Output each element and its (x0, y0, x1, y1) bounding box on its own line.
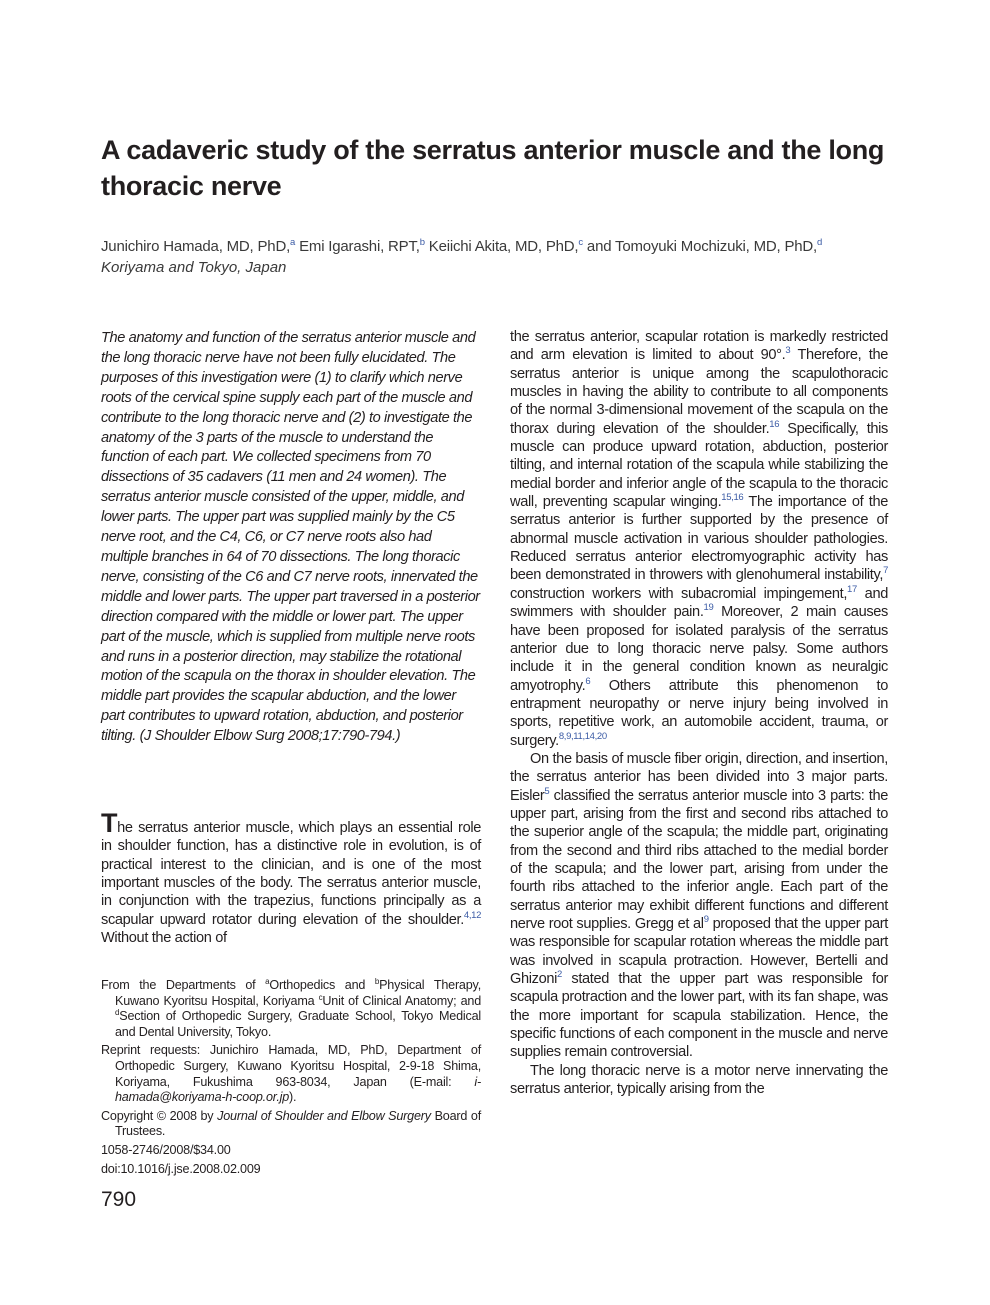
reference: b (374, 977, 380, 986)
text-run: Junichiro Hamada, MD, PhD, (101, 238, 291, 255)
reference: 16 (769, 418, 780, 430)
text-run: Board of Trustees. (115, 1108, 481, 1139)
reference: c (578, 237, 583, 248)
reference: d (115, 1008, 120, 1018)
reference: 8,9,11,14,20 (558, 730, 607, 742)
text-run: stated that the upper part was responsib… (510, 971, 888, 1061)
text-run: and swimmers with shoulder pain. (510, 585, 888, 621)
reference: 2 (557, 969, 562, 981)
text-run: Without the action of (101, 930, 227, 947)
copyright: Copyright © 2008 by Journal of Shoulder … (101, 1109, 481, 1140)
text-run: Keiichi Akita, MD, PhD, (424, 238, 579, 255)
paragraph: On the basis of muscle fiber origin, dir… (510, 750, 888, 1062)
text-run: Others attribute this phenomenon to entr… (510, 677, 888, 749)
authors: Junichiro Hamada, MD, PhD,a Emi Igarashi… (101, 236, 901, 257)
intro-column: The serratus anterior muscle, which play… (101, 808, 481, 947)
abstract: The anatomy and function of the serratus… (101, 330, 480, 745)
affiliations: From the Departments of aOrthopedics and… (101, 978, 481, 1040)
text-run: ). (289, 1090, 297, 1105)
text-run: proposed that the upper part was respons… (510, 916, 888, 988)
reference: 15,16 (721, 492, 744, 504)
text-run: Unit of Clinical Anatomy; and (322, 993, 481, 1008)
title: A cadaveric study of the serratus anteri… (101, 135, 885, 201)
reference: a (265, 977, 270, 986)
text-run: On the basis of muscle fiber origin, dir… (510, 750, 888, 804)
reference: 6 (585, 675, 591, 687)
text-run: The serratus anterior muscle, which play… (101, 808, 481, 928)
reference: 3 (785, 345, 791, 357)
text-run: The importance of the serratus anterior … (510, 494, 888, 584)
issn: 1058-2746/2008/$34.00 (101, 1142, 231, 1157)
text-run: Copyright © 2008 by (101, 1108, 218, 1123)
intro-paragraph: The serratus anterior muscle, which play… (101, 808, 481, 947)
footnotes: From the Departments of aOrthopedics and… (101, 978, 481, 1180)
text-run: The long thoracic nerve is a motor nerve… (510, 1062, 888, 1098)
location: Koriyama and Tokyo, Japan (101, 259, 287, 276)
reference: 9 (703, 914, 709, 925)
reference: 5 (544, 785, 550, 797)
reprint-requests: Reprint requests: Junichiro Hamada, MD, … (101, 1043, 481, 1105)
text-run: Section of Orthopedic Surgery, Graduate … (115, 1009, 481, 1039)
paragraph: The long thoracic nerve is a motor nerve… (510, 1062, 888, 1099)
paragraph: the serratus anterior, scapular rotation… (510, 328, 888, 750)
reference: b (419, 237, 425, 248)
reference: c (318, 992, 323, 1002)
doi: doi:10.1016/j.jse.2008.02.009 (101, 1161, 261, 1176)
text-run: Reprint requests: Junichiro Hamada, MD, … (101, 1043, 481, 1089)
reference: 17 (847, 583, 857, 595)
text-run: Journal of Shoulder and Elbow Surgery (217, 1108, 431, 1123)
text-run: Orthopedics and (269, 978, 375, 992)
text-run: Moreover, 2 main causes have been propos… (510, 604, 888, 694)
page-number: 790 (101, 1188, 137, 1211)
text-run: construction workers with subacromial im… (510, 585, 848, 602)
text-run: Emi Igarashi, RPT, (295, 238, 420, 255)
text-run: Physical Therapy, Kuwano Kyoritsu Hospit… (115, 978, 482, 1008)
text-run: i-hamada@koriyama-h-coop.or.jp (115, 1074, 481, 1105)
reference: 4,12 (463, 909, 481, 921)
reference: 7 (883, 565, 888, 577)
text-run: Specifically, this muscle can produce up… (510, 420, 888, 511)
reference: a (290, 237, 296, 248)
reference: 19 (703, 602, 714, 614)
text-run: From the Departments of (101, 978, 266, 992)
text-run: Therefore, the serratus anterior is uniq… (510, 347, 889, 437)
text-run: classified the serratus anterior muscle … (510, 787, 888, 932)
reference: d (817, 237, 823, 248)
right-column: the serratus anterior, scapular rotation… (510, 328, 888, 1098)
text-run: the serratus anterior, scapular rotation… (510, 329, 888, 364)
text-run: and Tomoyuki Mochizuki, MD, PhD, (582, 238, 818, 255)
